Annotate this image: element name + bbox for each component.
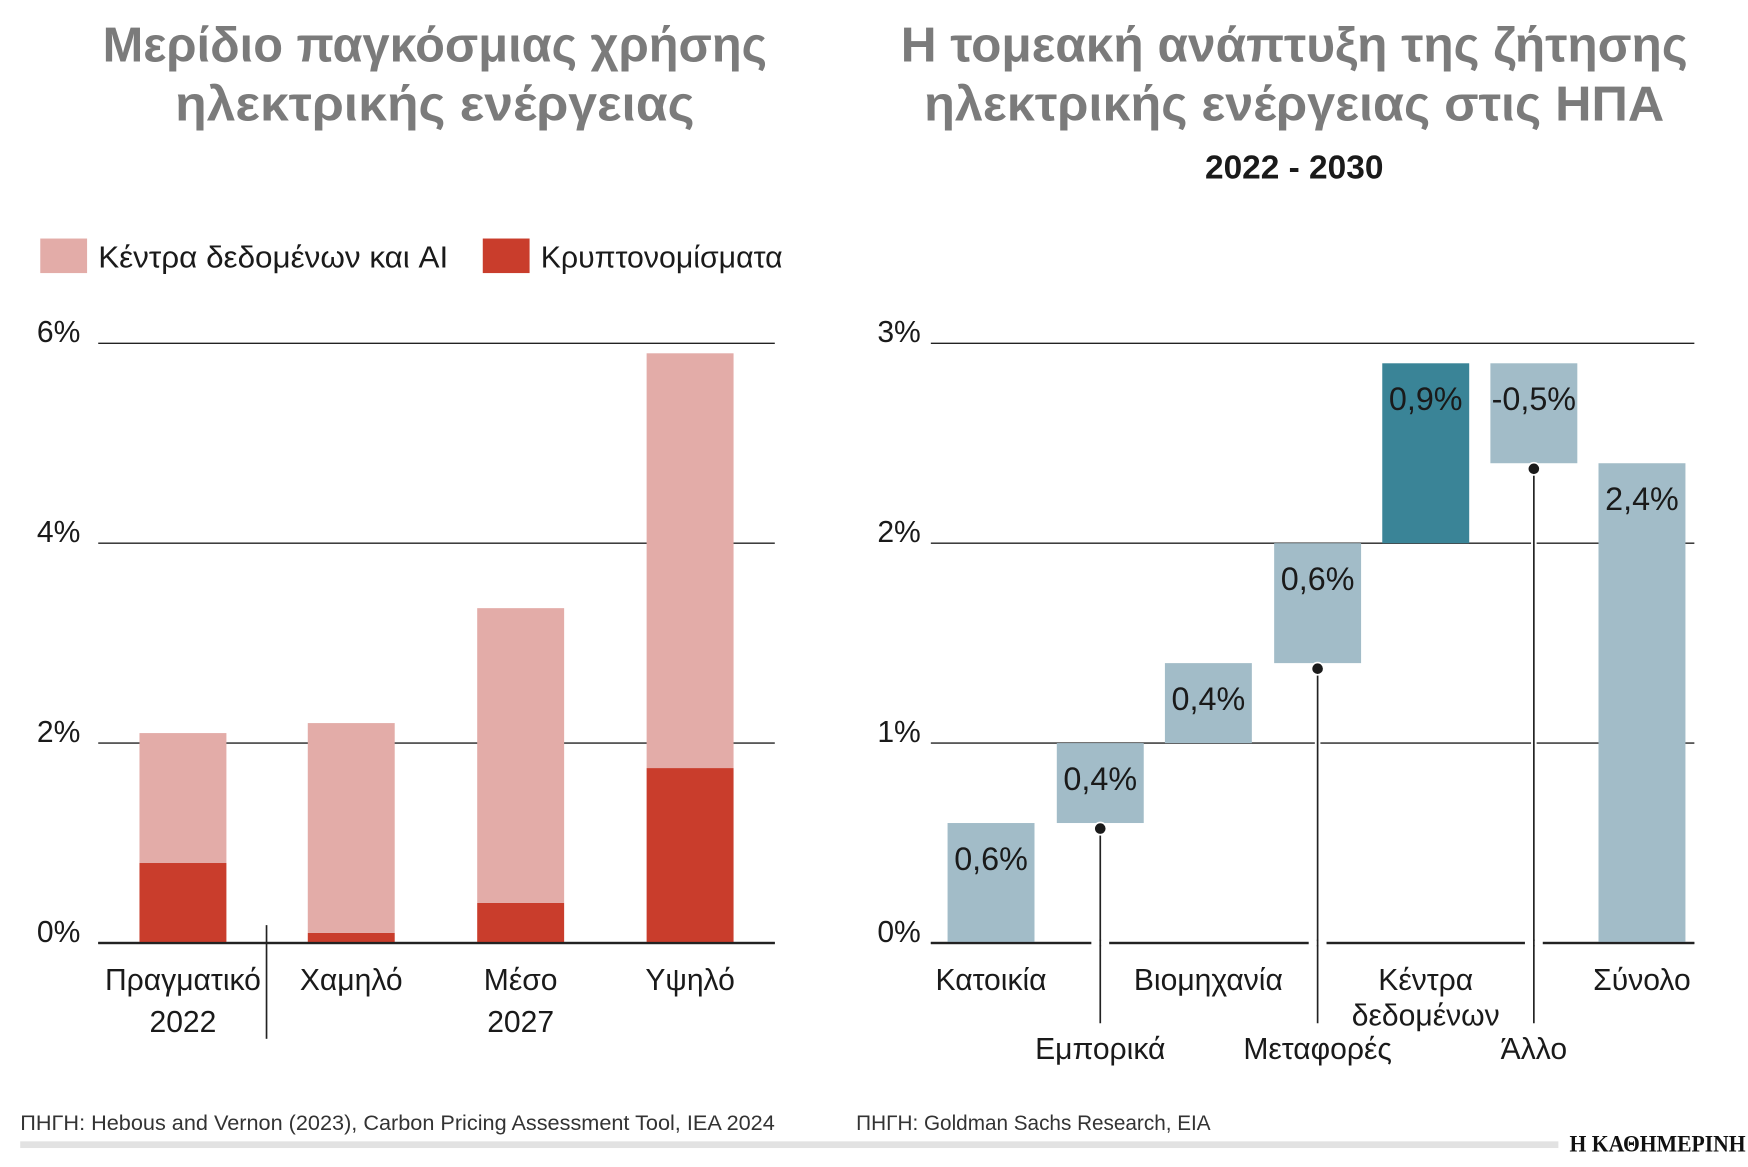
bar-value-label: 0,4% — [1063, 761, 1137, 797]
left-chart: 0% 2% 4% 6% Πραγματικό 2022 Χαμηλό Μέσο 2027 Υψηλ… — [37, 316, 775, 1039]
left-source: ΠΗΓΗ: Hebous and Vernon (2023), Carbon P… — [20, 1112, 775, 1135]
waterfall-bar — [1598, 463, 1686, 943]
bar-segment-crypto — [307, 932, 395, 943]
y-tick-label: 0% — [877, 916, 920, 949]
x-category-label: 2022 — [149, 1006, 216, 1039]
bar-value-label: 2,4% — [1605, 481, 1679, 517]
y-tick-label: 2% — [37, 716, 80, 749]
bar-value-label: 0,6% — [1281, 561, 1355, 597]
x-category-label: Μέσο — [484, 964, 558, 997]
x-category-label: Πραγματικό — [105, 964, 261, 997]
y-tick-label: 6% — [37, 316, 80, 349]
right-subtitle: 2022 - 2030 — [1205, 149, 1383, 186]
x-category-label: Μεταφορές — [1243, 1033, 1392, 1066]
bar-segment-data-centers — [139, 733, 227, 864]
x-category-label: Υψηλό — [645, 964, 735, 997]
bar-segment-data-centers — [477, 608, 565, 903]
y-tick-label: 2% — [877, 516, 920, 549]
footer-rule — [20, 1141, 1559, 1149]
bar-segment-crypto — [646, 768, 734, 943]
right-title-line2: ηλεκτρικής ενέργειας στις ΗΠΑ — [924, 77, 1664, 131]
leader-dot — [1093, 821, 1108, 836]
x-category-label: δεδομένων — [1352, 999, 1500, 1032]
legend-label-data-centers: Κέντρα δεδομένων και AI — [98, 242, 448, 275]
waterfall-bar — [1490, 363, 1578, 464]
leader-dot — [1526, 461, 1541, 476]
logo: Η ΚΑΘΗΜΕΡΙΝΗ — [1570, 1131, 1746, 1157]
x-category-label: Κατοικία — [936, 964, 1047, 997]
x-category-label: Άλλο — [1501, 1033, 1567, 1066]
x-category-label: Σύνολο — [1593, 964, 1691, 997]
waterfall-bar — [1382, 363, 1470, 544]
bar-segment-crypto — [139, 863, 227, 943]
right-source: ΠΗΓΗ: Goldman Sachs Research, EIA — [856, 1112, 1211, 1135]
left-title-line1: Μερίδιο παγκόσμιας χρήσης — [103, 18, 767, 72]
legend-label-crypto: Κρυπτονομίσματα — [541, 242, 783, 275]
waterfall-bar — [1164, 663, 1252, 744]
x-category-label: Βιομηχανία — [1134, 964, 1283, 997]
bar-segment-crypto — [477, 902, 565, 943]
bar-value-label: 0,4% — [1172, 681, 1246, 717]
x-category-label: Εμπορικά — [1035, 1033, 1165, 1066]
y-tick-label: 0% — [37, 916, 80, 949]
waterfall-bar — [1056, 743, 1144, 824]
leader-dot — [1310, 661, 1325, 676]
waterfall-bar — [947, 823, 1035, 943]
right-chart: 0% 1% 2% 3% 0,6% Κατοικία 0,4% Εμπορικά 0,4% Βιομ… — [877, 316, 1695, 1066]
x-category-label: Χαμηλό — [300, 964, 403, 997]
bar-value-label: -0,5% — [1492, 381, 1576, 417]
bar-value-label: 0,9% — [1389, 381, 1463, 417]
x-category-label: 2027 — [487, 1006, 554, 1039]
legend-swatch-crypto — [482, 238, 530, 274]
y-tick-label: 1% — [877, 716, 920, 749]
bar-value-label: 0,6% — [954, 841, 1028, 877]
x-category-label: Κέντρα — [1378, 964, 1473, 997]
legend: Κέντρα δεδομένων και AI Κρυπτονομίσματα — [40, 238, 783, 275]
y-tick-label: 3% — [877, 316, 920, 349]
left-title-line2: ηλεκτρικής ενέργειας — [175, 77, 694, 131]
bar-segment-data-centers — [646, 353, 734, 769]
right-title-line1: Η τομεακή ανάπτυξη της ζήτησης — [901, 18, 1688, 72]
waterfall-bar — [1274, 543, 1362, 664]
bar-segment-data-centers — [307, 723, 395, 933]
y-tick-label: 4% — [37, 516, 80, 549]
legend-swatch-data-centers — [40, 238, 88, 274]
